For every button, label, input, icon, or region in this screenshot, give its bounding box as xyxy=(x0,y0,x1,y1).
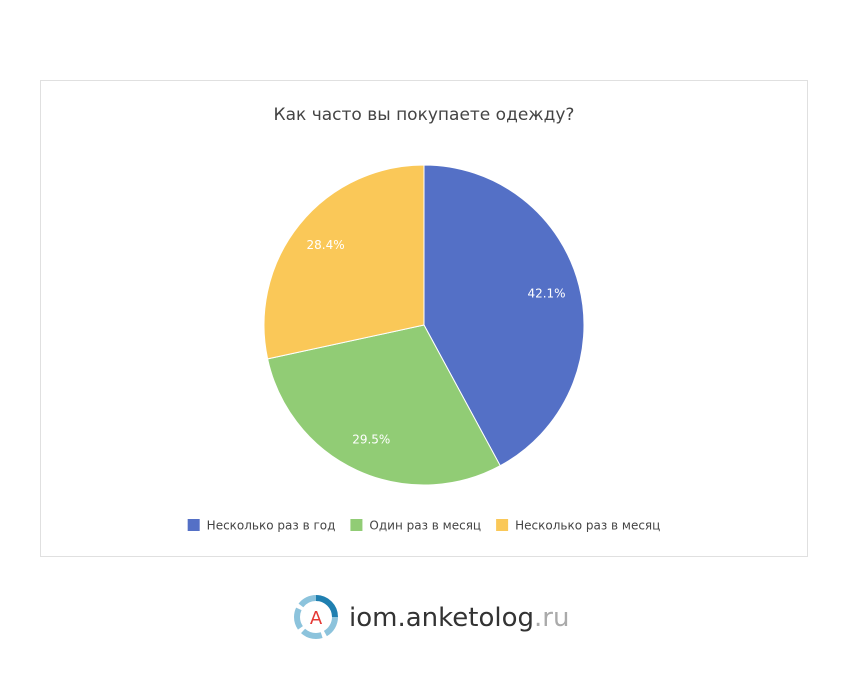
logo-icon xyxy=(294,595,338,639)
logo-name: iom.anketolog xyxy=(349,603,534,633)
slice-label: 28.4% xyxy=(307,238,345,252)
logo-text: iom.anketolog.ru xyxy=(349,603,569,633)
legend-label: Несколько раз в месяц xyxy=(515,519,660,533)
legend-label: Несколько раз в год xyxy=(207,519,336,533)
legend-swatch xyxy=(496,519,509,531)
logo-tld: .ru xyxy=(534,603,569,633)
slice-label: 42.1% xyxy=(527,286,565,300)
legend-swatch xyxy=(187,519,200,531)
legend-label: Один раз в месяц xyxy=(369,519,481,533)
pie-slice xyxy=(423,164,585,467)
logo-letter: A xyxy=(310,608,323,629)
pie-slice xyxy=(263,164,425,360)
chart-title: Как часто вы покупаете одежду? xyxy=(274,105,575,125)
pie-slice xyxy=(267,324,501,486)
slice-label: 29.5% xyxy=(352,432,390,446)
legend-swatch xyxy=(350,519,363,531)
